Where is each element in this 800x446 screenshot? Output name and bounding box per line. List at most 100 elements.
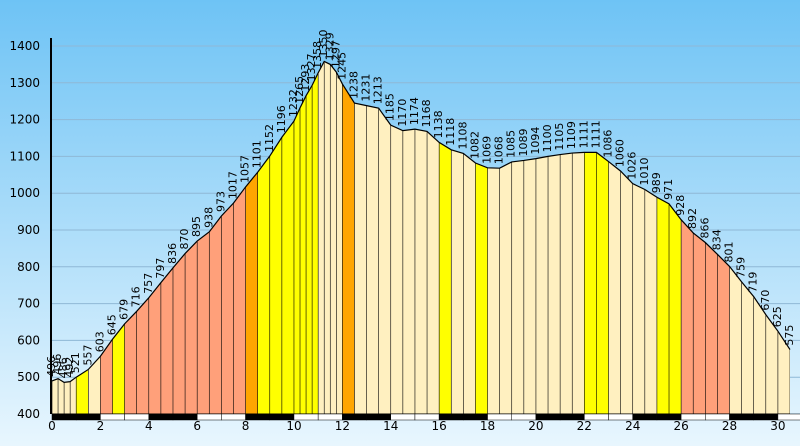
data-label: 1170 [396,99,409,127]
data-label: 521 [69,352,82,373]
data-label: 1297 [329,40,342,68]
data-label: 870 [178,229,191,250]
data-label: 1327 [305,53,318,81]
data-label: 1293 [299,64,312,92]
x-tick-label: 0 [48,419,56,433]
data-label: 1017 [226,171,239,199]
data-label: 1138 [432,110,445,138]
data-label: 1108 [456,121,469,149]
x-tick-label: 2 [97,419,105,433]
data-label: 1231 [360,74,373,102]
data-label: 895 [190,216,203,237]
data-label: 973 [214,191,227,212]
data-label: 1089 [517,128,530,156]
data-label: 1185 [384,93,397,121]
data-label: 1238 [347,71,360,99]
data-label: 1068 [493,136,506,164]
data-label: 679 [118,299,131,320]
data-label: 625 [771,306,784,327]
data-label: 1118 [444,118,457,146]
data-label: 1100 [541,124,554,152]
data-label: 1109 [565,121,578,149]
data-label: 1094 [529,127,542,155]
x-tick-label: 22 [577,419,592,433]
data-label: 496 [51,354,64,375]
y-tick-label: 600 [17,333,40,347]
x-tick-label: 14 [383,419,398,433]
data-label: 1358 [311,41,324,69]
data-label: 1057 [239,155,252,183]
data-label: 1010 [638,158,651,186]
data-label: 892 [686,208,699,229]
data-label: 797 [154,258,167,279]
data-label: 716 [130,286,143,307]
data-label: 670 [759,290,772,311]
y-tick-label: 1300 [9,76,40,90]
x-tick-label: 12 [335,419,350,433]
data-label: 836 [166,243,179,264]
data-label: 1245 [335,52,348,80]
data-label: 757 [142,273,155,294]
y-tick-label: 1100 [9,149,40,163]
data-label: 866 [698,218,711,239]
data-label: 1060 [614,139,627,167]
data-label: 938 [202,207,215,228]
data-label: 759 [735,257,748,278]
x-tick-label: 30 [770,419,785,433]
data-label: 603 [93,331,106,352]
data-label: 1213 [372,76,385,104]
x-tick-label: 16 [432,419,447,433]
data-label: 1101 [251,140,264,168]
data-label: 1105 [553,123,566,151]
data-label: 1026 [626,152,639,180]
y-tick-label: 400 [17,407,40,421]
y-tick-label: 1000 [9,186,40,200]
data-label: 1265 [293,76,306,104]
data-label: 1232 [287,89,300,117]
data-labels: 4964964864925215576036456797167577978368… [45,29,796,378]
data-label: 1085 [505,130,518,158]
y-tick-label: 800 [17,260,40,274]
data-label: 1350 [317,29,330,57]
data-label: 557 [81,344,94,365]
x-axis: 0 2 4 6 8 10 12 14 16 18 20 22 24 26 28 30 [48,413,800,433]
y-tick-label: 1400 [9,39,40,53]
x-tick-label: 18 [480,419,495,433]
data-label: 1082 [468,131,481,159]
x-tick-label: 26 [673,419,688,433]
data-label: 1196 [275,105,288,133]
data-label: 492 [63,357,76,378]
data-label: 1111 [577,120,590,148]
elevation-outline [51,60,791,383]
x-tick-label: 20 [528,419,543,433]
data-label: 1168 [420,99,433,127]
data-label: 719 [747,272,760,293]
data-label: 1174 [408,97,421,125]
data-label: 486 [57,357,70,378]
x-ruler-block [777,413,800,421]
data-label: 834 [710,229,723,250]
data-label: 928 [674,195,687,216]
data-label: 1152 [263,124,276,152]
x-tick-label: 8 [242,419,250,433]
gradient-segment [342,61,355,414]
y-tick-label: 500 [17,370,40,384]
x-tick-label: 4 [145,419,153,433]
gradient-segment [439,61,452,414]
data-label: 1069 [481,136,494,164]
data-label: 645 [105,314,118,335]
x-tick-label: 28 [722,419,737,433]
data-label: 801 [723,241,736,262]
data-label: 575 [783,325,796,346]
y-tick-label: 1200 [9,113,40,127]
data-label: 1086 [602,130,615,158]
y-tick-label: 900 [17,223,40,237]
x-tick-label: 10 [286,419,301,433]
data-label: 1111 [589,120,602,148]
y-tick-label: 700 [17,297,40,311]
y-axis: 400 500 600 700 800 900 1000 1100 1200 1300 1400 [9,38,52,421]
data-label: 989 [650,172,663,193]
data-label: 1329 [323,32,336,60]
x-tick-label: 24 [625,419,640,433]
